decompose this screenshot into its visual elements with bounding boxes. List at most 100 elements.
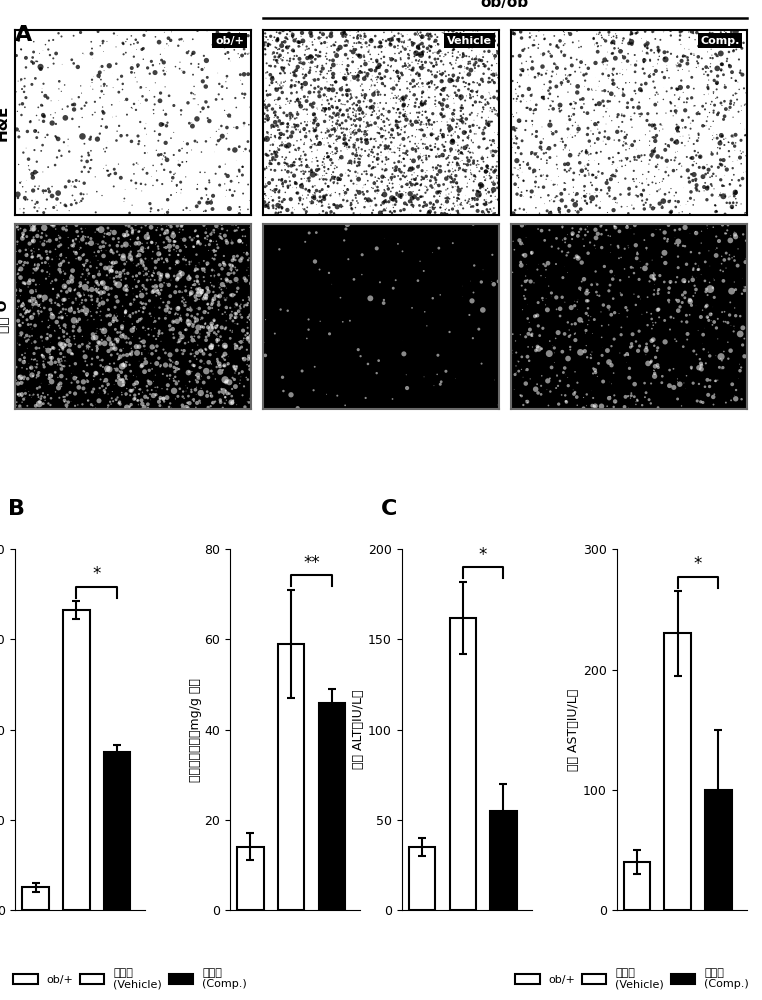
Point [147, 177, 159, 193]
Point [136, 88, 149, 104]
Point [123, 227, 135, 243]
Point [320, 45, 332, 61]
Point [646, 24, 658, 40]
Point [150, 383, 162, 399]
Point [230, 339, 242, 355]
Point [485, 273, 498, 289]
Point [419, 54, 431, 70]
Point [437, 139, 450, 155]
Point [736, 286, 748, 302]
Point [613, 145, 625, 161]
Point [491, 180, 504, 196]
Point [521, 100, 533, 116]
Point [596, 339, 608, 355]
Point [393, 162, 405, 178]
Point [407, 73, 419, 89]
Point [298, 89, 310, 105]
Point [307, 187, 319, 203]
Point [631, 53, 643, 69]
Point [157, 102, 169, 118]
Point [431, 366, 443, 382]
Point [600, 61, 612, 77]
Point [93, 285, 105, 301]
Point [242, 348, 255, 364]
Point [533, 66, 545, 82]
Point [261, 125, 274, 141]
Point [14, 288, 27, 304]
Point [222, 357, 234, 373]
Point [53, 289, 66, 305]
Point [460, 89, 472, 105]
Point [90, 365, 102, 381]
Point [549, 190, 562, 206]
Point [51, 149, 63, 165]
Point [264, 58, 277, 74]
Point [706, 50, 719, 66]
Point [66, 239, 78, 255]
Point [70, 172, 82, 188]
Point [16, 228, 28, 244]
Point [466, 192, 479, 208]
Point [181, 136, 194, 152]
Point [735, 62, 747, 78]
Point [654, 222, 666, 238]
Point [233, 164, 245, 180]
Point [703, 243, 715, 259]
Point [329, 93, 341, 109]
Point [701, 157, 713, 173]
Point [383, 50, 395, 66]
Point [356, 76, 368, 92]
Point [671, 81, 684, 97]
Point [354, 348, 367, 364]
Point [670, 106, 682, 122]
Point [411, 76, 423, 92]
Point [84, 339, 96, 355]
Point [142, 269, 155, 285]
Point [197, 102, 209, 118]
Point [282, 180, 294, 196]
Point [18, 350, 30, 366]
Point [109, 165, 121, 181]
Point [437, 92, 450, 108]
Point [595, 304, 607, 320]
Point [30, 282, 42, 298]
Point [434, 86, 447, 102]
Point [146, 322, 158, 338]
Point [314, 24, 326, 40]
Point [648, 265, 660, 281]
Point [703, 72, 715, 88]
Point [235, 369, 247, 385]
Point [571, 22, 583, 38]
Point [668, 188, 680, 204]
Point [153, 126, 165, 142]
Point [259, 41, 271, 57]
Point [82, 262, 94, 278]
Point [239, 399, 251, 415]
Point [111, 244, 123, 260]
Point [664, 378, 676, 394]
Point [564, 342, 576, 358]
Point [569, 22, 581, 38]
Point [102, 307, 114, 323]
Point [45, 390, 57, 406]
Point [553, 192, 565, 208]
Point [325, 186, 338, 202]
Point [322, 63, 335, 79]
Point [714, 187, 726, 203]
Point [405, 134, 417, 150]
Point [139, 296, 152, 312]
Point [117, 357, 130, 373]
Point [603, 183, 615, 199]
Point [379, 78, 391, 94]
Point [709, 204, 722, 220]
Point [377, 108, 389, 124]
Point [392, 114, 405, 130]
Point [18, 354, 30, 370]
Point [349, 137, 361, 153]
Point [139, 251, 152, 267]
Point [671, 81, 683, 97]
Point [575, 221, 587, 237]
Point [198, 60, 210, 76]
Point [441, 190, 453, 206]
Point [361, 66, 373, 82]
